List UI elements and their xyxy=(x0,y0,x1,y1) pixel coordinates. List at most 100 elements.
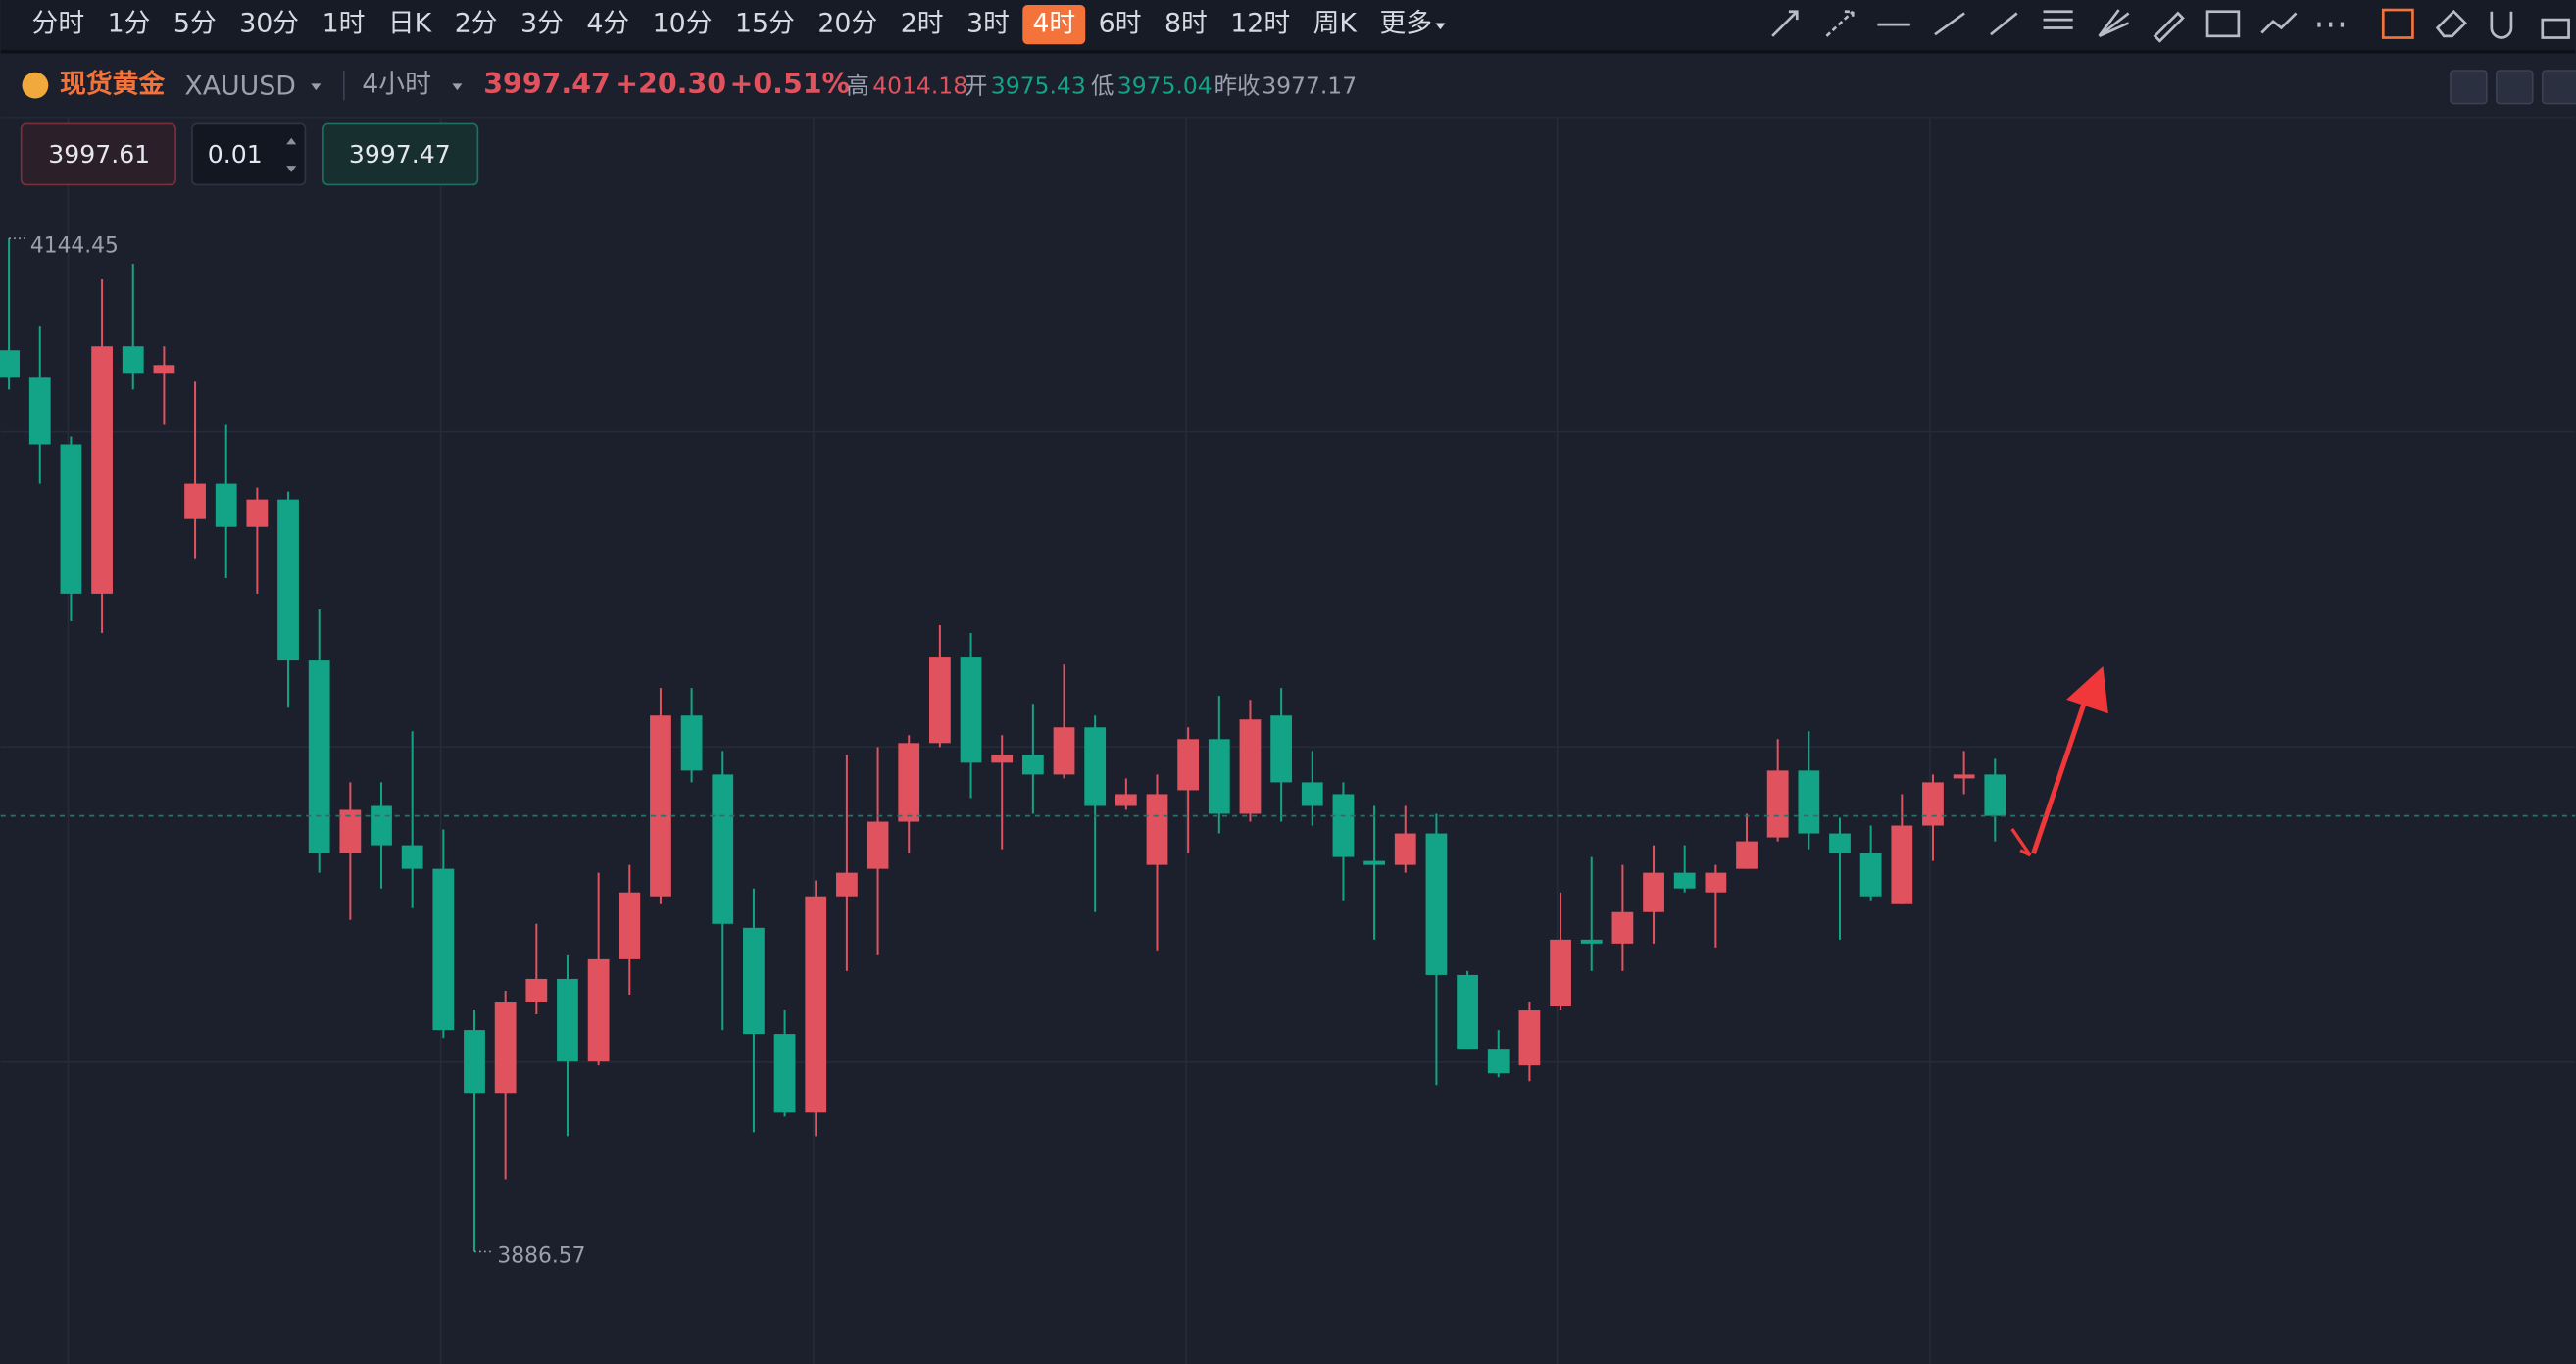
tool-ray[interactable] xyxy=(1825,10,1855,37)
candle-body xyxy=(308,660,330,853)
timeframe-tab[interactable]: 10分 xyxy=(653,9,713,39)
candle-body xyxy=(1859,852,1882,897)
candle-body xyxy=(1611,911,1634,944)
candle-body xyxy=(1332,794,1355,857)
timeframe-tab[interactable]: 1时 xyxy=(322,9,366,39)
sell-price[interactable]: 3997.61 xyxy=(48,140,150,169)
candle-body xyxy=(650,715,671,897)
candle-body xyxy=(1580,939,1603,944)
candle-body xyxy=(1115,794,1137,806)
tool-segment[interactable] xyxy=(1934,12,1965,36)
change-pct: +0.51% xyxy=(729,68,850,100)
candle-body xyxy=(1705,872,1727,893)
tool-candle[interactable] xyxy=(2541,70,2576,105)
candle-body xyxy=(277,499,299,661)
candle-body xyxy=(91,346,113,594)
candle-body xyxy=(339,809,362,853)
max-label: 4144.45 xyxy=(30,234,119,259)
candle-body xyxy=(1953,774,1975,779)
timeframe-tab[interactable]: 20分 xyxy=(817,9,877,39)
candle-body xyxy=(1922,782,1944,826)
timeframe-tab[interactable]: 周K xyxy=(1313,9,1359,39)
last-price: 3997.47 xyxy=(483,68,611,100)
timeframe-tab[interactable]: 更多 xyxy=(1379,9,1432,39)
tool-trend[interactable] xyxy=(1990,12,2018,36)
tool-eraser[interactable] xyxy=(2435,9,2467,38)
candle-body xyxy=(1177,739,1200,791)
interval[interactable]: 4小时 xyxy=(362,70,431,100)
candle-body xyxy=(401,845,423,869)
candle-body xyxy=(122,346,144,374)
chart-tools[interactable] xyxy=(2450,70,2576,105)
candle-body xyxy=(1425,833,1448,975)
open-label: 开 xyxy=(965,72,987,99)
candle-body xyxy=(184,483,206,519)
candles: 4144.45 3886.57 xyxy=(0,234,2576,1268)
candle-body xyxy=(494,1002,517,1094)
change: +20.30 xyxy=(615,68,726,100)
timeframe-tab[interactable]: 6时 xyxy=(1099,9,1142,39)
timeframe-tab[interactable]: 12时 xyxy=(1230,9,1290,39)
candle-body xyxy=(1394,833,1416,865)
candle-body xyxy=(215,483,237,527)
min-label: 3886.57 xyxy=(497,1243,585,1268)
timeframe-tab[interactable]: 2分 xyxy=(455,9,498,39)
tool-lock[interactable] xyxy=(2541,18,2570,39)
tool-draw-mode[interactable] xyxy=(2381,8,2414,39)
candle-body xyxy=(1239,719,1262,814)
timeframe-tab[interactable]: 分时 xyxy=(32,9,85,39)
timeframe-tab[interactable]: 15分 xyxy=(735,9,795,39)
timeframe-tab[interactable]: 4分 xyxy=(586,9,629,39)
prev-close-label: 昨收 xyxy=(1214,72,1261,99)
timeframe-tab[interactable]: 3分 xyxy=(520,9,564,39)
buy-button[interactable] xyxy=(322,122,479,186)
timeframe-tab[interactable]: 2时 xyxy=(901,9,944,39)
tool-indicator[interactable] xyxy=(2450,70,2488,105)
candle-body xyxy=(1673,872,1696,889)
candle-body xyxy=(432,868,455,1031)
buy-price[interactable]: 3997.47 xyxy=(349,140,451,169)
candle-body xyxy=(1270,715,1293,783)
candle-body xyxy=(587,958,610,1062)
tool-fan[interactable] xyxy=(2098,9,2130,38)
tool-image[interactable] xyxy=(2205,10,2241,38)
candle-body xyxy=(1021,755,1044,775)
dropdown-arrow xyxy=(1435,23,1446,30)
timeframe-tab[interactable]: 3时 xyxy=(966,9,1010,39)
prev-close-value: 3977.17 xyxy=(1262,72,1357,99)
timeframe-tab[interactable]: 日K xyxy=(388,9,433,39)
candle-body xyxy=(836,872,858,897)
timeframe-tab[interactable]: 4时 xyxy=(1032,9,1075,39)
qty-input[interactable] xyxy=(191,122,307,186)
tool-wave[interactable] xyxy=(2260,12,2298,34)
candle-body xyxy=(619,892,641,959)
candle-body xyxy=(1766,770,1789,838)
active-tab-bg xyxy=(1022,5,1086,45)
tool-pen[interactable] xyxy=(2153,11,2185,43)
candle-body xyxy=(1829,833,1851,853)
gold-icon xyxy=(22,72,49,99)
timeframe-tab[interactable]: 30分 xyxy=(239,9,299,39)
timeframe-tab[interactable]: 5分 xyxy=(173,9,217,39)
candle-body xyxy=(1891,825,1913,904)
candle-body xyxy=(743,927,765,1035)
tool-arrow[interactable] xyxy=(1771,10,1799,37)
candle-body xyxy=(1550,939,1571,1007)
symbol[interactable]: XAUUSD xyxy=(184,71,296,101)
candle-body xyxy=(525,978,548,1003)
candle-body xyxy=(898,743,920,822)
drawing-tools[interactable] xyxy=(1771,8,2570,43)
tool-edit[interactable] xyxy=(2496,70,2534,105)
timeframe-tab[interactable]: 8时 xyxy=(1164,9,1208,39)
sell-button[interactable] xyxy=(20,122,176,186)
arrow-head xyxy=(2066,666,2108,714)
candle-body xyxy=(1084,727,1107,806)
timeframe-tab[interactable]: 1分 xyxy=(108,9,151,39)
candle-body xyxy=(805,896,827,1113)
tool-fib[interactable] xyxy=(2043,10,2073,29)
tool-magnet[interactable] xyxy=(2490,11,2513,39)
qty-value[interactable]: 0.01 xyxy=(208,140,263,169)
